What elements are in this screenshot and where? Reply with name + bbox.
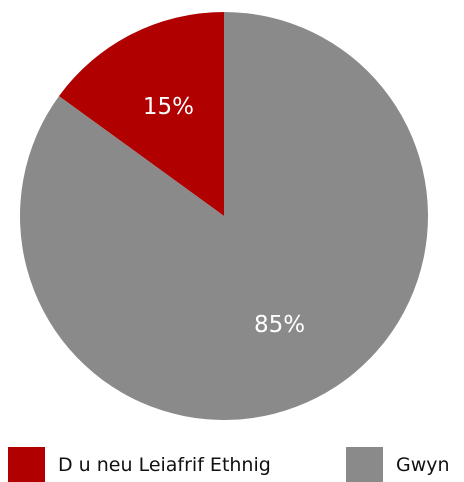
pie-slices [19, 12, 428, 420]
pie-slice-labels: 15% 85% [143, 94, 305, 338]
pie-slice-label-2: 85% [254, 312, 305, 338]
legend-label-1: D u neu Leiafrif Ethnig [58, 454, 271, 476]
legend-swatch-2 [346, 447, 383, 482]
pie-slice-label-1: 15% [143, 94, 194, 120]
pie-slice-1 [58, 12, 225, 216]
legend-swatch-1 [8, 447, 45, 482]
legend-label-2: Gwyn [396, 454, 450, 476]
pie-slice-2 [19, 12, 428, 420]
legend: D u neu Leiafrif Ethnig Gwyn [8, 447, 450, 482]
